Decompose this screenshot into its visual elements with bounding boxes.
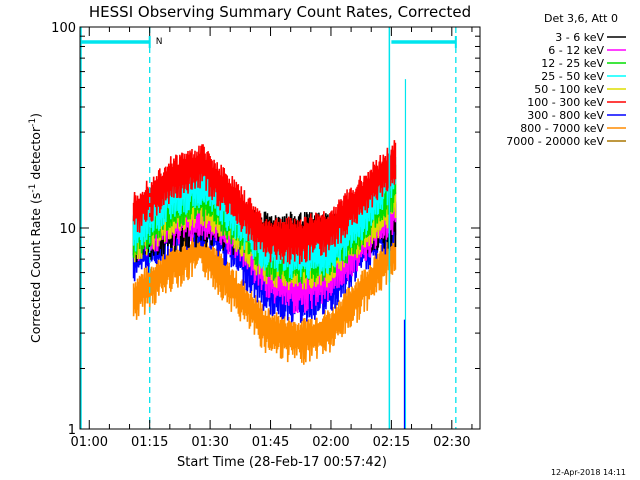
legend-header: Det 3,6, Att 0 — [544, 12, 618, 25]
y-axis-label-main: Corrected Count Rate (s — [28, 193, 43, 343]
x-tick-label-2: 01:30 — [191, 435, 228, 450]
series-100-300kev — [132, 140, 397, 265]
x-tick-label-1: 01:15 — [131, 435, 168, 450]
legend-label-4: 50 - 100 keV — [534, 83, 604, 96]
y-tick-label-0: 1 — [68, 423, 76, 438]
legend-label-1: 6 - 12 keV — [548, 44, 604, 57]
y-axis-label-mid: detector — [28, 126, 43, 184]
x-tick-label-0: 01:00 — [71, 435, 108, 450]
axes-layer: 01:00 01:15 01:30 01:45 02:00 02:15 02:30 1 10 10… — [51, 21, 480, 450]
attenuator-label-0: N — [156, 37, 163, 47]
y-axis-label-end: ) — [28, 113, 43, 118]
legend-label-6: 300 - 800 keV — [527, 109, 604, 122]
plot-frame — [79, 26, 481, 430]
chart-title: HESSI Observing Summary Count Rates, Cor… — [89, 3, 471, 21]
legend-label-7: 800 - 7000 keV — [520, 122, 604, 135]
y-tick-label-1: 10 — [59, 222, 76, 237]
legend-label-0: 3 - 6 keV — [555, 31, 604, 44]
legend-label-3: 25 - 50 keV — [541, 70, 604, 83]
x-axis-label: Start Time (28-Feb-17 00:57:42) — [177, 455, 387, 470]
legend-label-5: 100 - 300 keV — [527, 96, 604, 109]
overlay-layer: N — [80, 27, 457, 429]
data-layer — [132, 140, 397, 365]
x-tick-label-3: 01:45 — [252, 435, 289, 450]
y-axis-label-exp1: -1 — [28, 184, 38, 193]
x-tick-label-4: 02:00 — [312, 435, 349, 450]
footer-timestamp: 12-Apr-2018 14:11 — [551, 468, 626, 477]
legend-label-2: 12 - 25 keV — [541, 57, 604, 70]
x-tick-label-5: 02:15 — [373, 435, 410, 450]
legend-label-8: 7000 - 20000 keV — [506, 135, 604, 148]
series-800-7000kev — [132, 228, 397, 365]
y-axis-label: Corrected Count Rate (s-1 detector-1) — [28, 113, 43, 343]
y-tick-label-2: 100 — [51, 21, 76, 36]
x-tick-label-6: 02:30 — [433, 435, 470, 450]
y-axis-label-exp2: -1 — [28, 118, 38, 127]
